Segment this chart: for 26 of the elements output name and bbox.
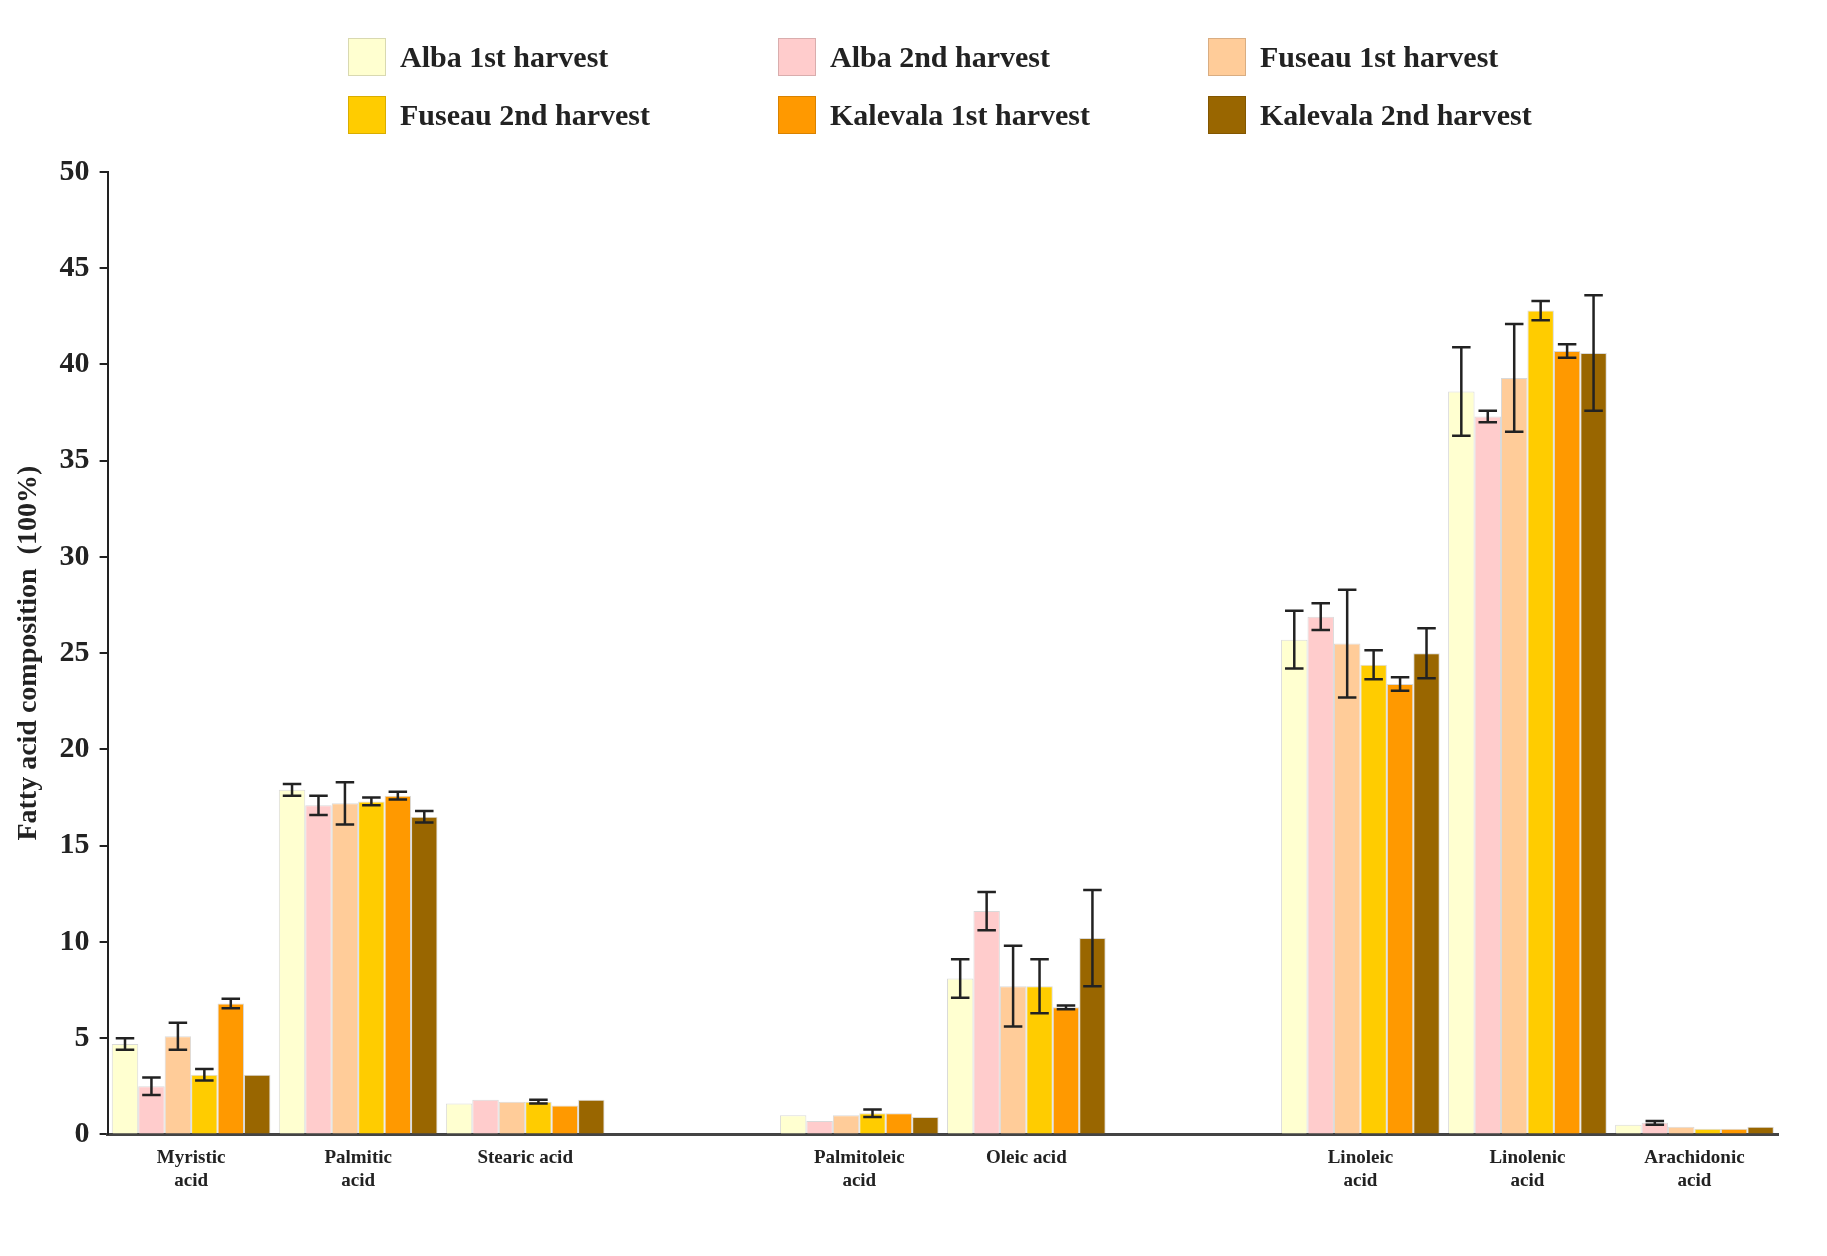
legend-label: Fuseau 1st harvest [1260, 40, 1499, 74]
y-tick-label: 40 [59, 345, 90, 379]
legend-label: Alba 2nd harvest [830, 40, 1051, 74]
legend-label: Kalevala 1st harvest [830, 98, 1090, 132]
x-tick-label: Arachidonic acid [1644, 1145, 1745, 1190]
legend-label: Kalevala 2nd harvest [1260, 98, 1532, 132]
x-tick-label: Palmitoleic acid [813, 1145, 905, 1190]
y-axis-title: Fatty acid composition (100%) [11, 465, 43, 841]
y-tick-label: 35 [59, 441, 90, 475]
y-tick-label: 25 [59, 633, 90, 667]
y-tick-label: 5 [74, 1018, 90, 1052]
y-tick-label: 45 [59, 248, 90, 282]
x-tick-label: Linolenic acid [1489, 1145, 1566, 1190]
x-tick-label: Myristic acid [156, 1145, 226, 1190]
y-tick-label: 10 [59, 922, 90, 956]
legend-label: Fuseau 2nd harvest [400, 98, 651, 132]
x-tick-label: Linoleic acid [1327, 1145, 1394, 1190]
y-tick-label: 50 [59, 152, 90, 186]
y-tick-label: 15 [59, 826, 90, 860]
y-tick-label: 30 [59, 537, 90, 571]
y-tick-label: 0 [74, 1115, 90, 1149]
y-tick-label: 20 [59, 730, 90, 764]
x-tick-label: Palmitic acid [324, 1145, 392, 1190]
x-tick-label: Stearic acid [477, 1145, 574, 1167]
x-tick-label: Oleic acid [985, 1145, 1068, 1167]
legend-label: Alba 1st harvest [400, 40, 609, 74]
